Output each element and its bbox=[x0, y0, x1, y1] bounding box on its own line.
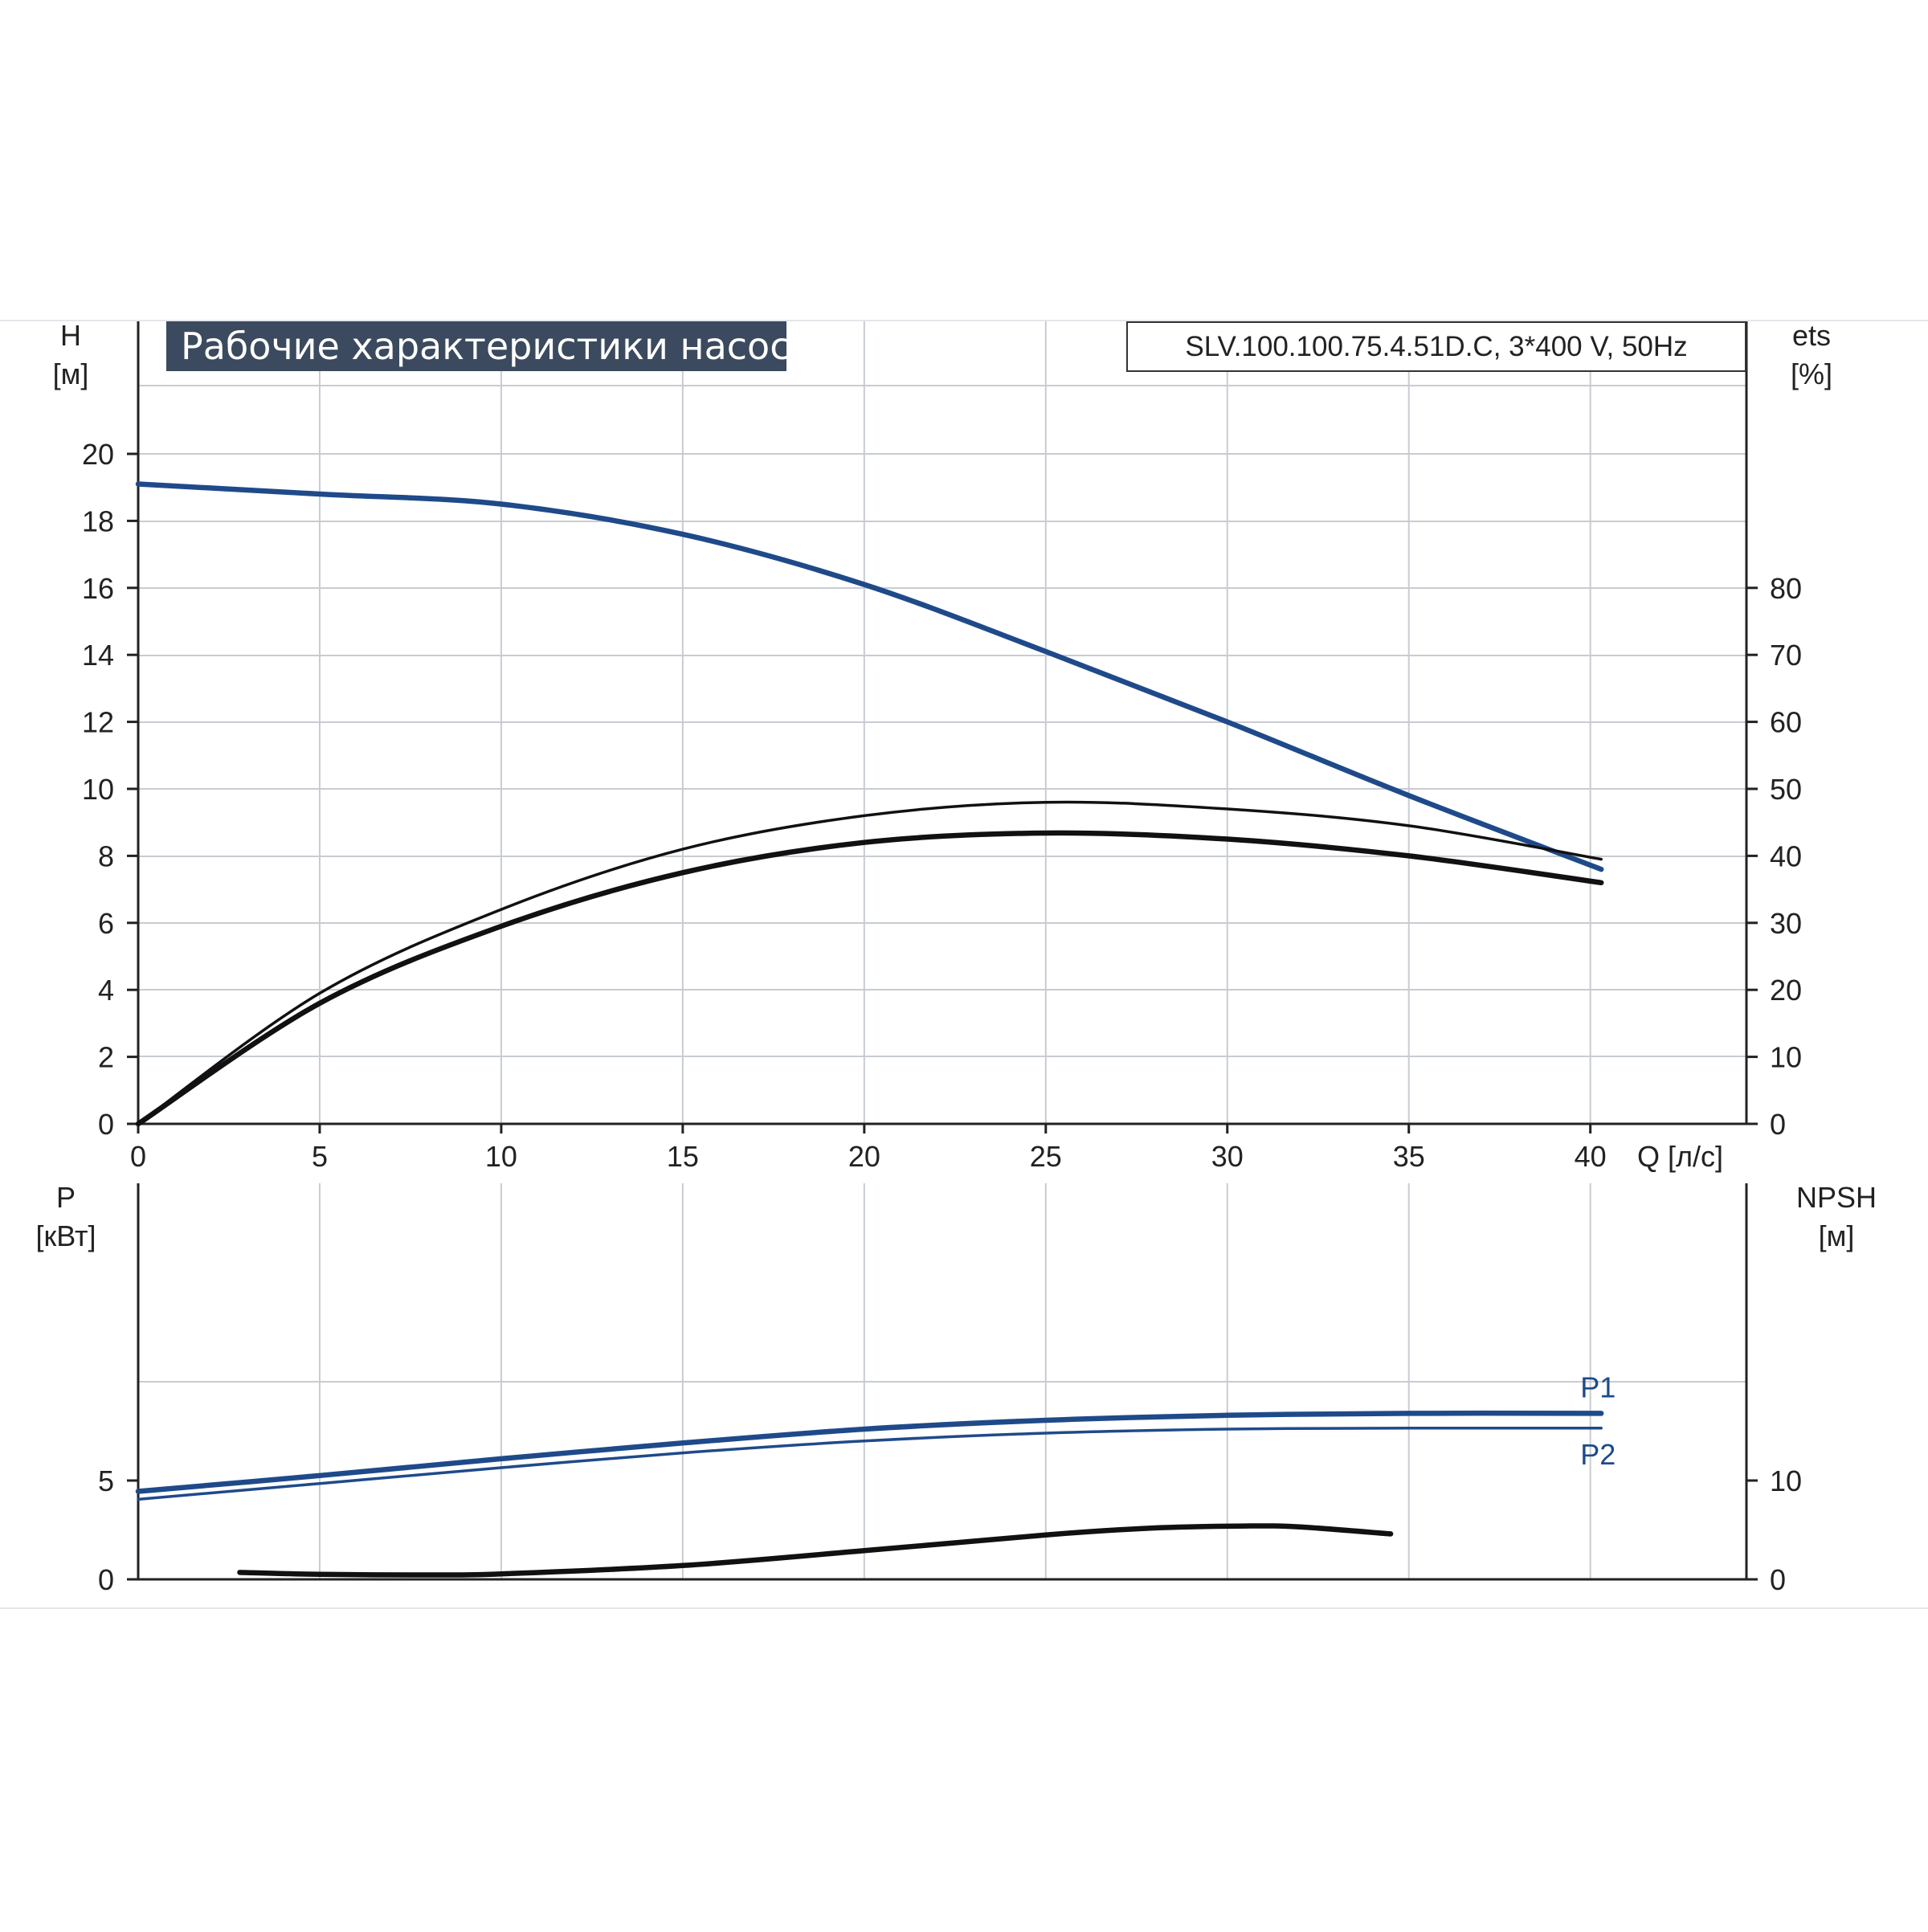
y-left-tick-label: 8 bbox=[98, 839, 114, 872]
x-tick-label: 5 bbox=[312, 1140, 328, 1173]
y-right-tick-label: 40 bbox=[1770, 839, 1802, 872]
x-tick-label: 10 bbox=[485, 1140, 517, 1173]
y-left-tick-label: 0 bbox=[98, 1563, 114, 1596]
x-tick-label: 20 bbox=[848, 1140, 880, 1173]
series-line-efficiency-curve-thin bbox=[137, 800, 1603, 1125]
y-left-tick-label: 6 bbox=[98, 907, 114, 940]
y-left-tick-label: 16 bbox=[82, 572, 114, 605]
y-right-tick-label: 70 bbox=[1770, 639, 1802, 672]
y-right-tick-label: 60 bbox=[1770, 706, 1802, 739]
y-left-tick-label: 0 bbox=[98, 1108, 114, 1141]
y-left-tick-label: 18 bbox=[82, 504, 114, 537]
y-right-tick-label: 30 bbox=[1770, 907, 1802, 940]
y-left-tick-label: 5 bbox=[98, 1464, 114, 1497]
y-left-tick-label: 12 bbox=[82, 706, 114, 739]
y-right-tick-label: 80 bbox=[1770, 572, 1802, 605]
y-right-tick-label: 20 bbox=[1770, 974, 1802, 1007]
x-tick-label: 0 bbox=[130, 1140, 146, 1173]
y-left-tick-label: 4 bbox=[98, 974, 114, 1007]
y-right-tick-label: 10 bbox=[1770, 1041, 1802, 1074]
y-right-tick-label: 10 bbox=[1770, 1464, 1802, 1497]
y-right-axis-unit: [%] bbox=[1791, 357, 1832, 390]
x-tick-label: 40 bbox=[1575, 1140, 1607, 1173]
y-right-axis-unit: [м] bbox=[1819, 1219, 1855, 1252]
y-right-axis-title: ets bbox=[1792, 319, 1831, 352]
y-left-axis-title: P bbox=[56, 1181, 76, 1214]
series-line-p1 bbox=[135, 1410, 1604, 1494]
series-line-head-curve bbox=[135, 481, 1604, 872]
y-right-axis-title: NPSH bbox=[1796, 1181, 1877, 1214]
pump-model-label: SLV.100.100.75.4.51D.C, 3*400 V, 50Hz bbox=[1126, 321, 1746, 372]
y-right-tick-label: 0 bbox=[1770, 1108, 1786, 1141]
x-tick-label: 25 bbox=[1030, 1140, 1062, 1173]
x-tick-label: 15 bbox=[667, 1140, 699, 1173]
y-left-axis-title: H bbox=[60, 319, 81, 352]
series-line-efficiency-curve-thick bbox=[135, 830, 1604, 1127]
series-label-p1: P1 bbox=[1580, 1370, 1616, 1403]
y-left-axis-unit: [кВт] bbox=[35, 1219, 96, 1252]
series-line-p2 bbox=[137, 1426, 1603, 1501]
chart-title: Рабочие характеристики насоса bbox=[166, 321, 813, 371]
y-right-tick-label: 0 bbox=[1770, 1563, 1786, 1596]
y-left-axis-unit: [м] bbox=[53, 357, 89, 390]
x-tick-label: 30 bbox=[1211, 1140, 1244, 1173]
y-right-tick-label: 50 bbox=[1770, 773, 1802, 806]
y-left-tick-label: 14 bbox=[82, 639, 114, 672]
series-line-npsh-curve bbox=[237, 1523, 1394, 1578]
y-left-tick-label: 2 bbox=[98, 1041, 114, 1074]
x-axis-label: Q [л/с] bbox=[1637, 1140, 1723, 1173]
y-left-tick-label: 20 bbox=[82, 438, 114, 471]
x-tick-label: 35 bbox=[1393, 1140, 1425, 1173]
y-left-tick-label: 10 bbox=[82, 773, 114, 806]
series-label-p2: P2 bbox=[1580, 1438, 1616, 1471]
